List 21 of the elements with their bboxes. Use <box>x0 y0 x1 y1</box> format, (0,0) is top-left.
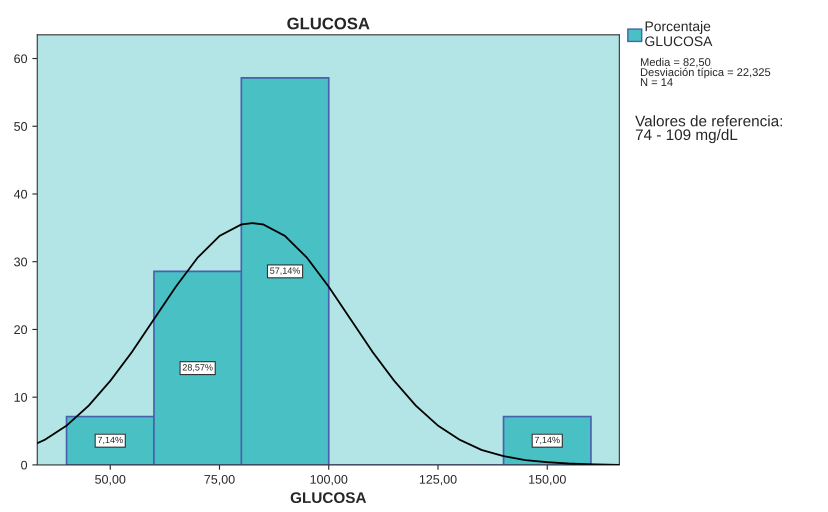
data-label: 57,14% <box>270 267 300 275</box>
x-tick-label: 100,00 <box>310 474 348 486</box>
x-tick-label: 50,00 <box>95 474 126 486</box>
y-tick-label: 50 <box>14 122 28 131</box>
data-label: 7,14% <box>534 436 560 444</box>
y-tick-label: 60 <box>14 54 28 64</box>
y-tick-label: 30 <box>14 258 28 266</box>
y-tick-label: 20 <box>14 325 28 334</box>
y-tick-label: 10 <box>14 392 28 402</box>
data-label: 28,57% <box>182 364 213 372</box>
text: Media = 82,50 Desviación típica = 22,325 N = 14 <box>640 58 770 86</box>
legend-label: Porcentaje GLUCOSA <box>645 21 712 46</box>
y-tick-label: 40 <box>14 190 28 199</box>
data-label: 7,14% <box>98 436 123 444</box>
x-tick-label: 125,00 <box>420 474 457 486</box>
x-tick-label: 150,00 <box>529 474 566 486</box>
x-axis-title: GLUCOSA <box>290 492 366 504</box>
y-tick-label: 0 <box>21 460 28 470</box>
x-tick-label: 75,00 <box>204 474 235 486</box>
text: Valores de referencia: 74 - 109 mg/dL <box>635 115 782 144</box>
chart-title: GLUCOSA <box>287 18 370 30</box>
